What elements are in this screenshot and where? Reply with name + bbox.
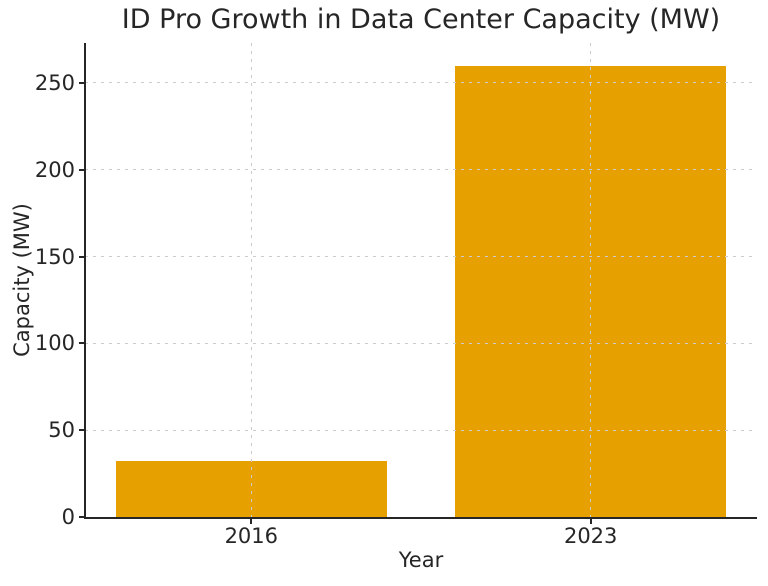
h-gridline-150 bbox=[85, 256, 757, 258]
y-tick-mark-150 bbox=[79, 255, 84, 258]
h-gridline-250 bbox=[85, 82, 757, 84]
h-gridline-200 bbox=[85, 169, 757, 171]
y-tick-label-50: 50 bbox=[48, 418, 75, 443]
y-tick-mark-250 bbox=[79, 81, 84, 84]
x-tick-mark-2023 bbox=[589, 519, 592, 524]
chart-title: ID Pro Growth in Data Center Capacity (M… bbox=[121, 4, 721, 35]
y-tick-label-200: 200 bbox=[34, 157, 75, 182]
h-gridline-50 bbox=[85, 429, 757, 431]
v-gridline-2016 bbox=[250, 43, 252, 517]
x-tick-label-2023: 2023 bbox=[563, 524, 618, 548]
h-gridline-100 bbox=[85, 342, 757, 344]
y-axis-spine bbox=[84, 43, 86, 519]
y-tick-mark-50 bbox=[79, 429, 84, 432]
x-tick-label-2016: 2016 bbox=[224, 524, 279, 548]
v-gridline-2023 bbox=[590, 43, 592, 517]
y-tick-mark-200 bbox=[79, 168, 84, 171]
x-axis-label: Year bbox=[398, 548, 444, 572]
y-tick-mark-100 bbox=[79, 342, 84, 345]
y-tick-label-150: 150 bbox=[34, 244, 75, 269]
x-axis-spine bbox=[84, 517, 757, 519]
y-tick-label-100: 100 bbox=[34, 331, 75, 356]
y-tick-label-0: 0 bbox=[61, 505, 75, 529]
y-tick-label-250: 250 bbox=[34, 70, 75, 95]
y-tick-mark-0 bbox=[79, 516, 84, 518]
x-tick-mark-2016 bbox=[250, 519, 253, 524]
